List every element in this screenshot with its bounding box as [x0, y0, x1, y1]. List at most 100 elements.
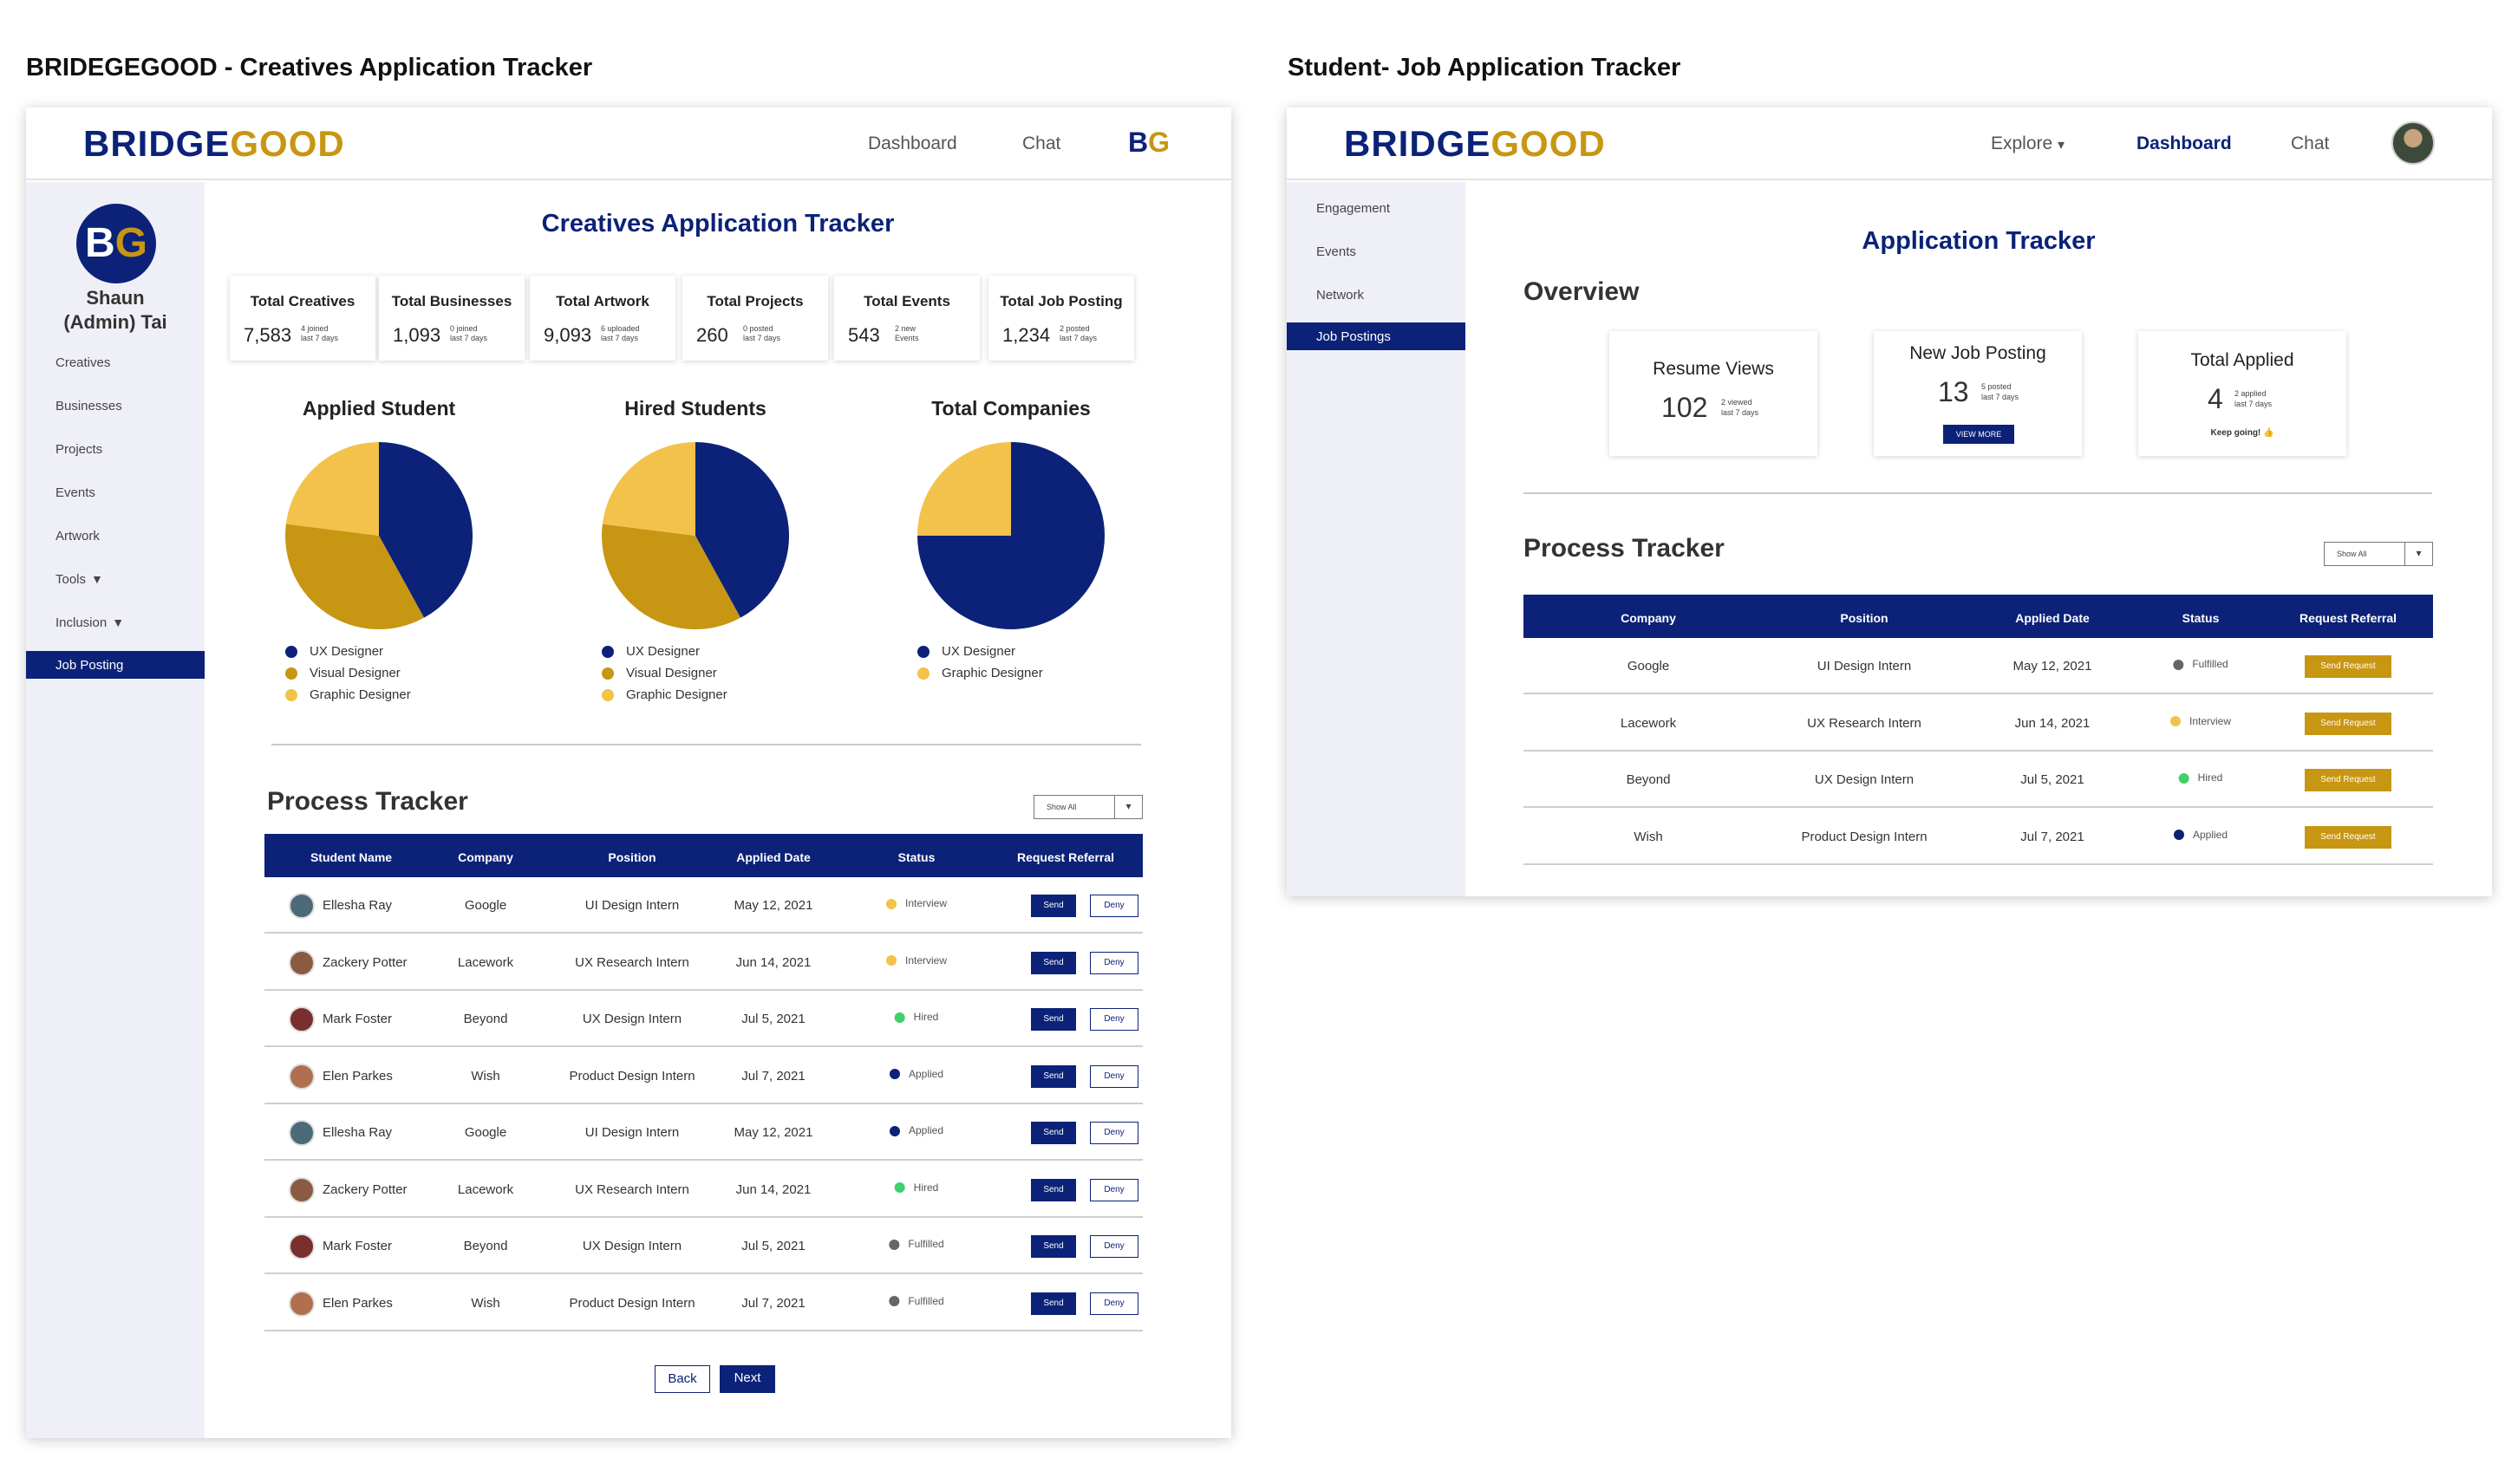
avatar[interactable]: BG: [76, 204, 156, 283]
student-name: Zackery Potter: [323, 1181, 408, 1197]
legend-swatch: [285, 667, 297, 680]
sidebar-item-job-postings[interactable]: Job Postings: [1287, 322, 1465, 350]
status-dot: [885, 955, 897, 967]
avatar: [289, 1290, 315, 1317]
send-request-button[interactable]: Send Request: [2305, 712, 2391, 735]
table-row[interactable]: Zackery Potter Lacework UX Research Intern…: [264, 1162, 1143, 1218]
send-request-button[interactable]: Send Request: [2305, 769, 2391, 791]
student-sidebar: Engagement Events Network Job Postings: [1287, 182, 1465, 896]
stat-title: Total Businesses: [391, 293, 512, 309]
sidebar-item-artwork[interactable]: Artwork: [55, 529, 100, 543]
status-dot: [889, 1125, 900, 1136]
avatar: [289, 1006, 315, 1032]
company-cell: Lacework: [457, 954, 514, 970]
card-subtext: 2 viewed last 7 days: [1721, 398, 1759, 417]
view-more-button[interactable]: VIEW MORE: [1943, 425, 2014, 444]
sidebar-item-projects[interactable]: Projects: [55, 442, 103, 457]
send-request-button[interactable]: Send Request: [2305, 825, 2391, 849]
bg-monogram[interactable]: BG: [1128, 127, 1170, 158]
company-cell: Beyond: [1626, 772, 1671, 787]
next-button[interactable]: Next: [720, 1365, 775, 1393]
deny-button[interactable]: Deny: [1090, 895, 1138, 917]
send-button[interactable]: Send: [1031, 1122, 1076, 1144]
status-dot: [894, 1182, 905, 1194]
send-button[interactable]: Send: [1031, 1064, 1076, 1088]
date-cell: Jun 14, 2021: [735, 954, 812, 970]
caret-down-icon: ▼: [91, 572, 103, 586]
send-button[interactable]: Send: [1031, 1178, 1076, 1201]
sidebar-item-inclusion[interactable]: Inclusion ▼: [55, 615, 125, 630]
send-button[interactable]: Send: [1031, 1292, 1076, 1315]
sidebar-item-businesses[interactable]: Businesses: [55, 399, 122, 413]
back-button[interactable]: Back: [655, 1365, 710, 1393]
deny-button[interactable]: Deny: [1090, 1292, 1138, 1315]
company-cell: Google: [464, 898, 507, 913]
sidebar-item-engagement[interactable]: Engagement: [1316, 201, 1391, 216]
sidebar-item-events[interactable]: Events: [1316, 244, 1356, 259]
deny-button[interactable]: Deny: [1090, 951, 1138, 974]
caret-down-icon: ▼: [112, 615, 125, 629]
nav-chat[interactable]: Chat: [1022, 133, 1061, 153]
right-heading: Student- Job Application Tracker: [1288, 54, 1681, 81]
table-row[interactable]: Elen Parkes Wish Product Design Intern Jul …: [264, 1048, 1143, 1104]
deny-button[interactable]: Deny: [1090, 1064, 1138, 1088]
sidebar-item-events[interactable]: Events: [55, 485, 95, 500]
table-row[interactable]: Wish Product Design Intern Jul 7, 2021 Appl…: [1523, 809, 2433, 865]
table-row[interactable]: Google UI Design Intern May 12, 2021 Fulfil…: [1523, 638, 2433, 694]
send-request-button[interactable]: Send Request: [2305, 655, 2391, 678]
stat-title: Total Projects: [707, 293, 804, 309]
date-cell: Jul 7, 2021: [741, 1068, 806, 1084]
position-cell: UX Research Intern: [1807, 715, 1921, 731]
pie-slice-ux-designer: [379, 442, 473, 618]
status-dot: [889, 1239, 900, 1250]
send-button[interactable]: Send: [1031, 895, 1076, 917]
deny-button[interactable]: Deny: [1090, 1235, 1138, 1258]
date-cell: Jul 5, 2021: [741, 1239, 806, 1253]
avatar: [289, 949, 315, 976]
pie-chart-total-companies: [917, 442, 1105, 629]
pie-slice-visual-designer: [285, 524, 425, 629]
sidebar-item-network[interactable]: Network: [1316, 288, 1365, 303]
avatar: [289, 1176, 315, 1203]
table-row[interactable]: Mark Foster Beyond UX Design Intern Jul 5, …: [264, 1218, 1143, 1274]
nav-chat[interactable]: Chat: [2291, 133, 2330, 153]
send-button[interactable]: Send: [1031, 1235, 1076, 1258]
stat-card-total-projects: Total Projects 260 0 posted last 7 days: [682, 276, 828, 361]
deny-button[interactable]: Deny: [1090, 1178, 1138, 1201]
stat-title: Total Artwork: [556, 293, 649, 309]
table-row[interactable]: Lacework UX Research Intern Jun 14, 2021 In…: [1523, 695, 2433, 752]
table-row[interactable]: Zackery Potter Lacework UX Research Intern…: [264, 934, 1143, 991]
nav-dashboard[interactable]: Dashboard: [2136, 133, 2232, 153]
table-row[interactable]: Elen Parkes Wish Product Design Intern Jul …: [264, 1275, 1143, 1331]
show-all-dropdown[interactable]: Show All ▾: [2324, 542, 2433, 566]
pie-title-hired-students: Hired Students: [624, 397, 766, 420]
deny-button[interactable]: Deny: [1090, 1122, 1138, 1144]
table-row[interactable]: Ellesha Ray Google UI Design Intern May 12,…: [264, 1104, 1143, 1161]
send-button[interactable]: Send: [1031, 1008, 1076, 1031]
admin-sidebar: BG Shaun (Admin) Tai Creatives Businesses…: [26, 182, 205, 1438]
column-header-position: Position: [1840, 611, 1888, 625]
keep-going-text: Keep going! 👍: [2210, 428, 2274, 438]
user-avatar[interactable]: [2391, 121, 2435, 165]
table-row[interactable]: Mark Foster Beyond UX Design Intern Jul 5, …: [264, 991, 1143, 1047]
legend-swatch: [917, 645, 930, 658]
date-cell: Jul 5, 2021: [2020, 772, 2084, 787]
status-badge: Applied: [889, 1124, 943, 1136]
bridgegood-logo[interactable]: BRIDGEGOOD: [83, 123, 345, 164]
deny-button[interactable]: Deny: [1090, 1008, 1138, 1031]
column-header-student-name: Student Name: [310, 850, 393, 864]
show-all-dropdown[interactable]: Show All ▾: [1034, 795, 1143, 819]
nav-explore[interactable]: Explore ▾: [1991, 133, 2065, 153]
table-row[interactable]: Beyond UX Design Intern Jul 5, 2021 Hired Se…: [1523, 752, 2433, 808]
student-name: Mark Foster: [323, 1012, 393, 1026]
student-name: Zackery Potter: [323, 954, 408, 970]
send-button[interactable]: Send: [1031, 951, 1076, 974]
stat-value: 260: [696, 324, 728, 346]
table-row[interactable]: Ellesha Ray Google UI Design Intern May 12,…: [264, 877, 1143, 934]
sidebar-item-tools[interactable]: Tools ▼: [55, 572, 103, 587]
bridgegood-logo[interactable]: BRIDGEGOOD: [1344, 123, 1606, 164]
sidebar-item-job-posting[interactable]: Job Posting: [26, 651, 205, 679]
sidebar-item-creatives[interactable]: Creatives: [55, 355, 111, 370]
nav-dashboard[interactable]: Dashboard: [868, 133, 957, 153]
status-dot: [889, 1069, 900, 1080]
